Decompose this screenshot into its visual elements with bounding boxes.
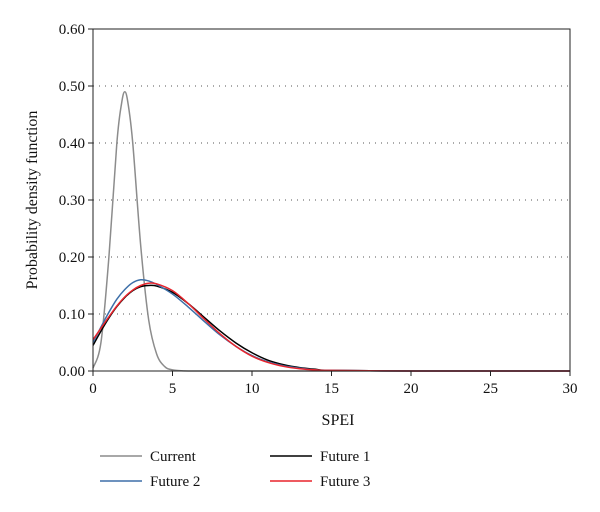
x-tick-label-4: 20 — [404, 381, 419, 397]
x-tick-label-5: 25 — [483, 381, 498, 397]
y-tick-label-5: 0.50 — [59, 79, 85, 95]
x-tick-label-3: 15 — [324, 381, 339, 397]
gridlines — [93, 85, 570, 315]
series-line-future-2 — [92, 278, 570, 372]
x-tick-label-6: 30 — [563, 381, 578, 397]
series-line-future-1 — [92, 284, 570, 372]
y-axis-ticks: 0.00 0.10 0.20 0.30 0.40 0.50 0.60 — [59, 22, 93, 380]
x-axis-title: SPEI — [322, 412, 355, 429]
y-tick-label-4: 0.40 — [59, 136, 85, 152]
x-tick-label-1: 5 — [169, 381, 177, 397]
y-tick-label-6: 0.60 — [59, 22, 85, 38]
legend: Current Future 1 Future 2 Future 3 — [100, 449, 370, 490]
legend-label-future-3: Future 3 — [320, 474, 370, 490]
plot-area-frame — [92, 28, 571, 372]
legend-label-future-2: Future 2 — [150, 474, 200, 490]
legend-label-future-1: Future 1 — [320, 449, 370, 465]
series-line-future-3 — [92, 282, 570, 372]
data-series — [92, 90, 570, 372]
y-axis-title: Probability density function — [24, 111, 41, 290]
y-tick-label-1: 0.10 — [59, 307, 85, 323]
legend-label-current: Current — [150, 449, 197, 465]
x-tick-label-2: 10 — [245, 381, 260, 397]
y-tick-label-0: 0.00 — [59, 364, 85, 380]
x-axis-ticks: 0 5 10 15 20 25 30 — [89, 371, 578, 397]
y-tick-label-2: 0.20 — [59, 250, 85, 266]
y-tick-label-3: 0.30 — [59, 193, 85, 209]
series-line-current — [92, 90, 570, 372]
x-tick-label-0: 0 — [89, 381, 97, 397]
